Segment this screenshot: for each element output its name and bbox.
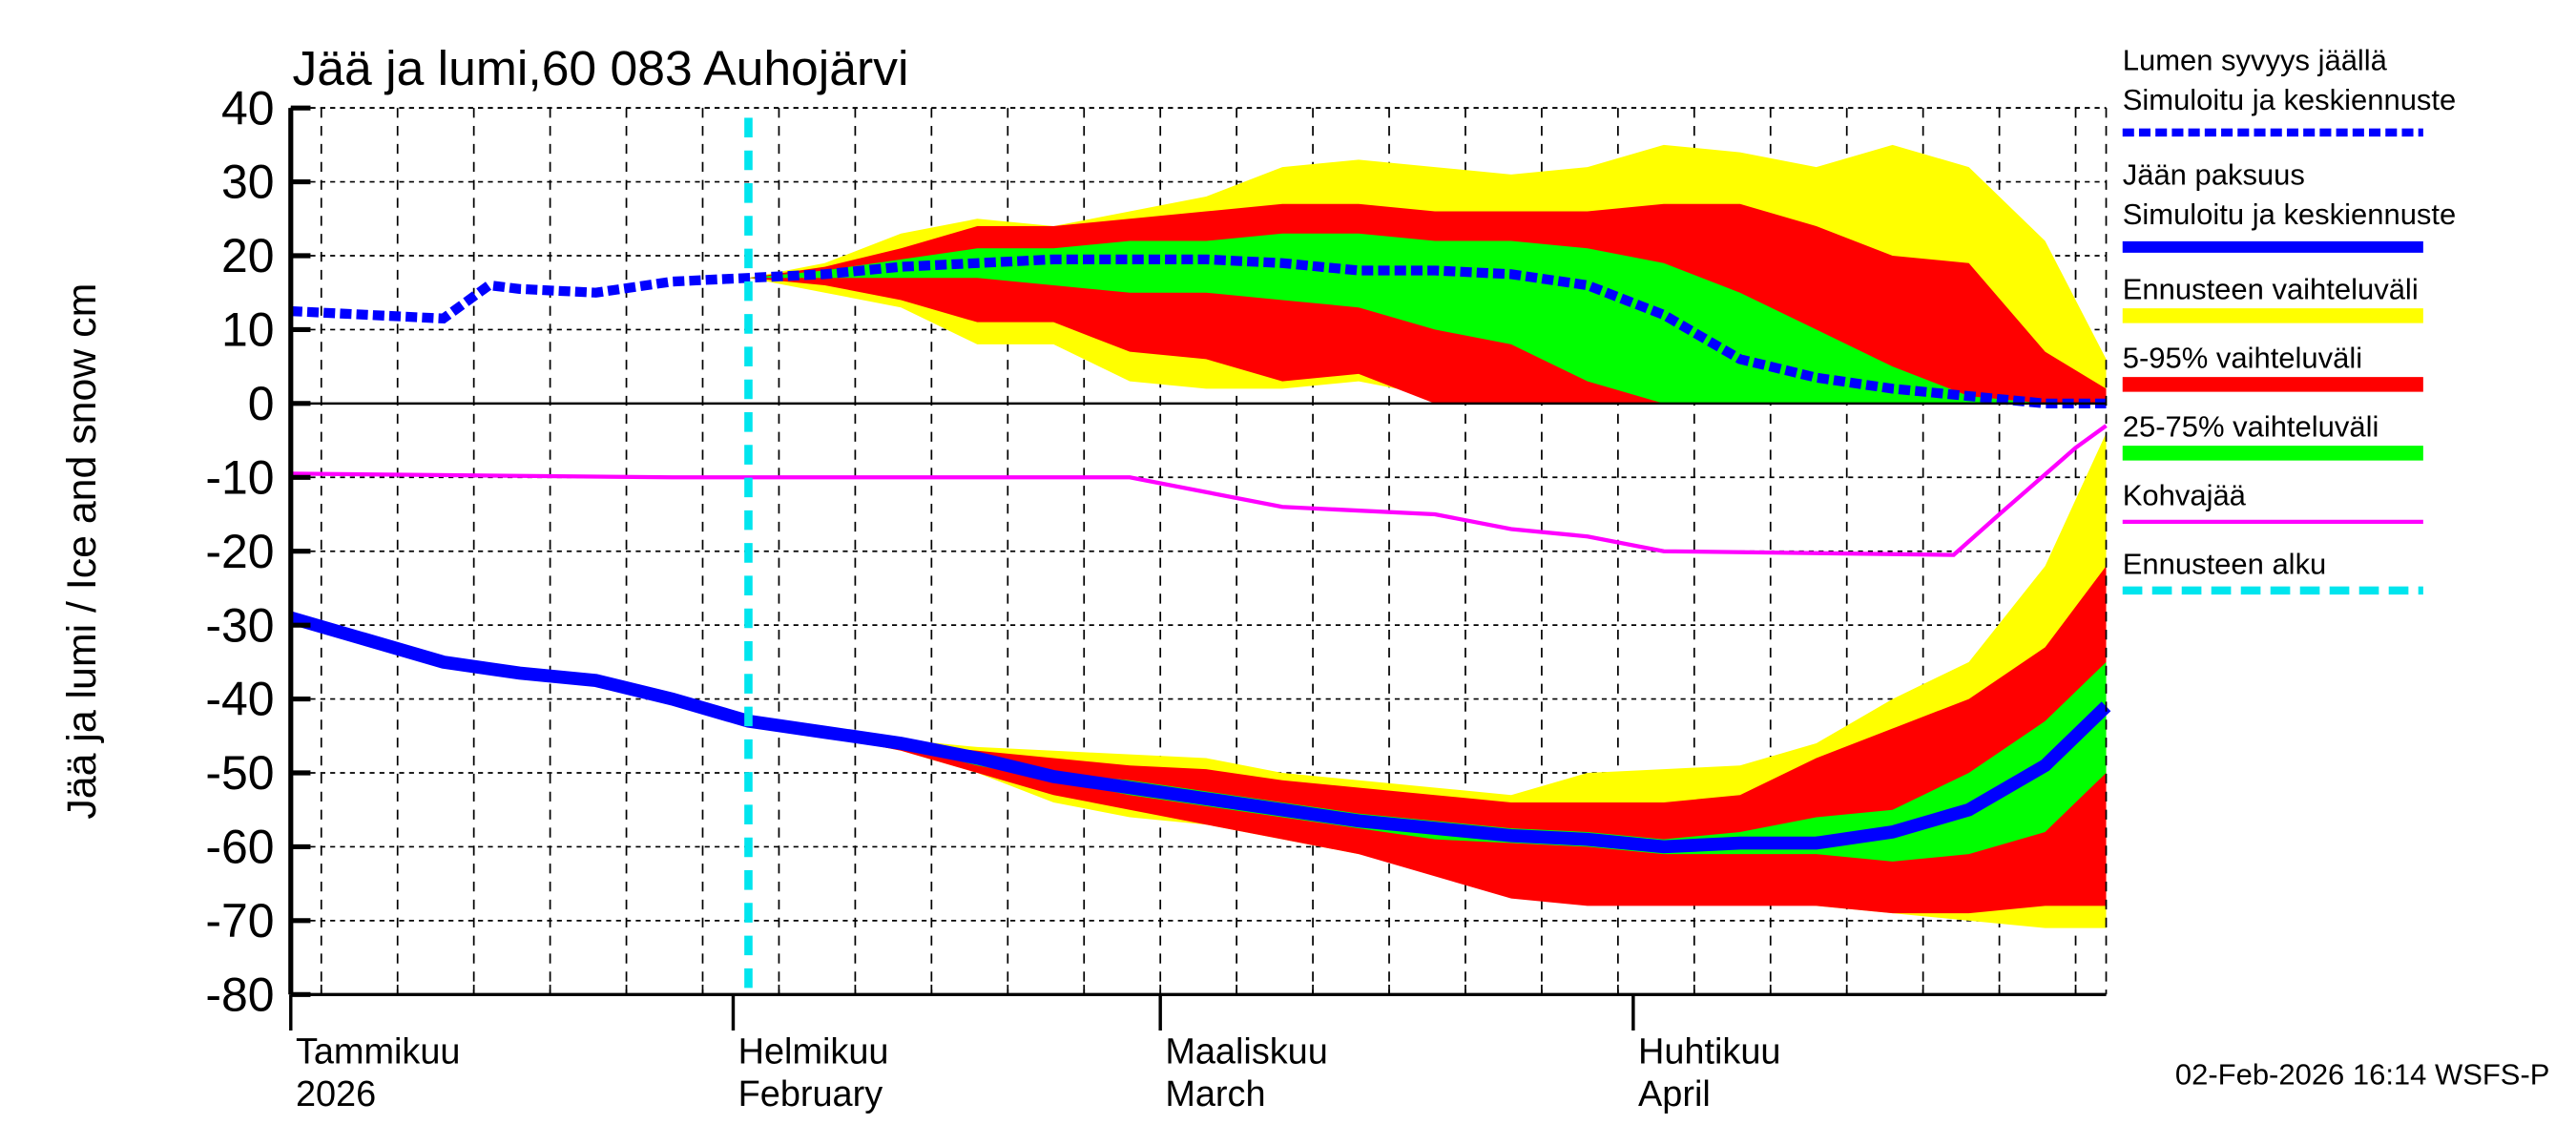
y-tick-label: -10 — [205, 451, 274, 505]
y-tick-label: 0 — [248, 377, 275, 430]
month-label-en: 2026 — [296, 1074, 376, 1114]
y-tick-label: -20 — [205, 525, 274, 578]
legend-label: Ennusteen alku — [2123, 548, 2327, 581]
month-label-en: February — [738, 1074, 883, 1114]
month-label-en: March — [1165, 1074, 1265, 1114]
chart-title: Jää ja lumi,60 083 Auhojärvi — [293, 40, 909, 95]
y-tick-label: -40 — [205, 673, 274, 726]
lines — [288, 117, 2111, 995]
ice-thickness-line — [288, 611, 2111, 854]
footer-timestamp: 02-Feb-2026 16:14 WSFS-P — [2175, 1058, 2550, 1092]
month-label-fi: Maaliskuu — [1165, 1031, 1327, 1072]
legend-label: 25-75% vaihteluväli — [2123, 410, 2379, 444]
month-label-fi: Tammikuu — [296, 1031, 461, 1072]
snow-depth-line — [290, 254, 2107, 409]
legend-label: Kohvajää — [2123, 479, 2247, 512]
legend-label: Simuloitu ja keskiennuste — [2123, 83, 2457, 116]
legend-label: Simuloitu ja keskiennuste — [2123, 198, 2457, 231]
legend-label: Lumen syvyys jäällä — [2123, 44, 2388, 77]
legend-label: Ennusteen vaihteluväli — [2123, 273, 2419, 306]
legend-label: Jään paksuus — [2123, 158, 2305, 192]
y-tick-label: -30 — [205, 598, 274, 652]
y-axis-label: Jää ja lumi / Ice and snow cm — [59, 283, 105, 820]
ice-5-95-band — [748, 566, 2107, 914]
month-label-fi: Huhtikuu — [1638, 1031, 1780, 1072]
snow-25-75-band — [748, 233, 2107, 404]
month-label-fi: Helmikuu — [738, 1031, 889, 1072]
y-tick-label: 10 — [221, 303, 275, 357]
month-label-en: April — [1638, 1074, 1711, 1114]
slush-ice-line — [290, 424, 2108, 557]
legend-label: 5-95% vaihteluväli — [2123, 342, 2362, 375]
y-tick-label: -50 — [205, 746, 274, 800]
y-tick-label: 40 — [221, 81, 275, 135]
axes: 40 30 20 10 0 -10 -20 -30 -40 -50 -60 -70 -80 Tammiku… — [205, 81, 2108, 1114]
y-tick-label: -80 — [205, 968, 274, 1022]
y-tick-label: -70 — [205, 894, 274, 947]
legend: Lumen syvyys jäällä Simuloitu ja keskienn… — [2123, 44, 2457, 595]
y-tick-label: 20 — [221, 229, 275, 282]
y-tick-label: -60 — [205, 821, 274, 874]
y-tick-label: 30 — [221, 156, 275, 209]
